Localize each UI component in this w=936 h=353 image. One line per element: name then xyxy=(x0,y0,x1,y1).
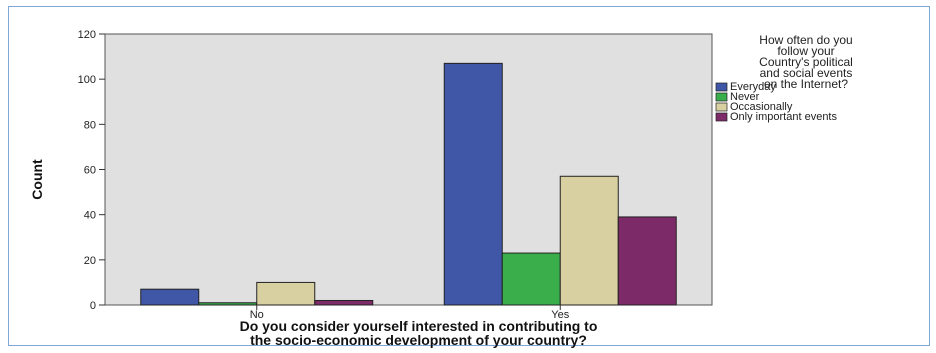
y-tick-label: 60 xyxy=(84,165,96,177)
y-tick-label: 100 xyxy=(78,74,96,86)
legend-title-line: on the Internet? xyxy=(764,77,848,91)
y-tick-label: 20 xyxy=(84,255,96,267)
x-tick-label: Yes xyxy=(551,309,569,321)
x-axis-title-line: the socio-economic development of your c… xyxy=(250,332,587,348)
legend-title-line: How often do you xyxy=(759,33,852,47)
y-tick-label: 120 xyxy=(78,29,96,41)
y-axis-title: Count xyxy=(29,159,45,200)
bar-yes-everyday xyxy=(443,62,503,306)
bar-yes-only-important-events xyxy=(617,216,677,306)
bar-yes-never xyxy=(501,252,561,306)
y-tick-label: 0 xyxy=(90,300,96,312)
y-tick-label: 80 xyxy=(84,119,96,131)
legend-label: Everyday xyxy=(730,81,776,93)
x-tick-label: No xyxy=(250,309,264,321)
legend-swatch xyxy=(715,112,728,122)
legend-label: Only important events xyxy=(730,111,837,123)
y-tick-label: 40 xyxy=(84,210,96,222)
bar-no-only-important-events xyxy=(314,299,374,306)
legend-swatch xyxy=(715,82,728,92)
legend-swatch xyxy=(715,92,728,102)
legend-swatch xyxy=(715,102,728,112)
legend-title-line: Country's political xyxy=(759,55,853,69)
legend-title-line: and social events xyxy=(760,66,853,80)
legend-label: Never xyxy=(730,91,760,103)
legend-label: Occasionally xyxy=(730,101,793,113)
bar-no-never xyxy=(198,302,258,306)
bar-no-occasionally xyxy=(256,281,316,306)
bar-yes-occasionally xyxy=(559,175,619,306)
bar-no-everyday xyxy=(140,288,200,306)
x-axis-title-line: Do you consider yourself interested in c… xyxy=(240,318,598,334)
legend-title-line: follow your xyxy=(777,44,834,58)
